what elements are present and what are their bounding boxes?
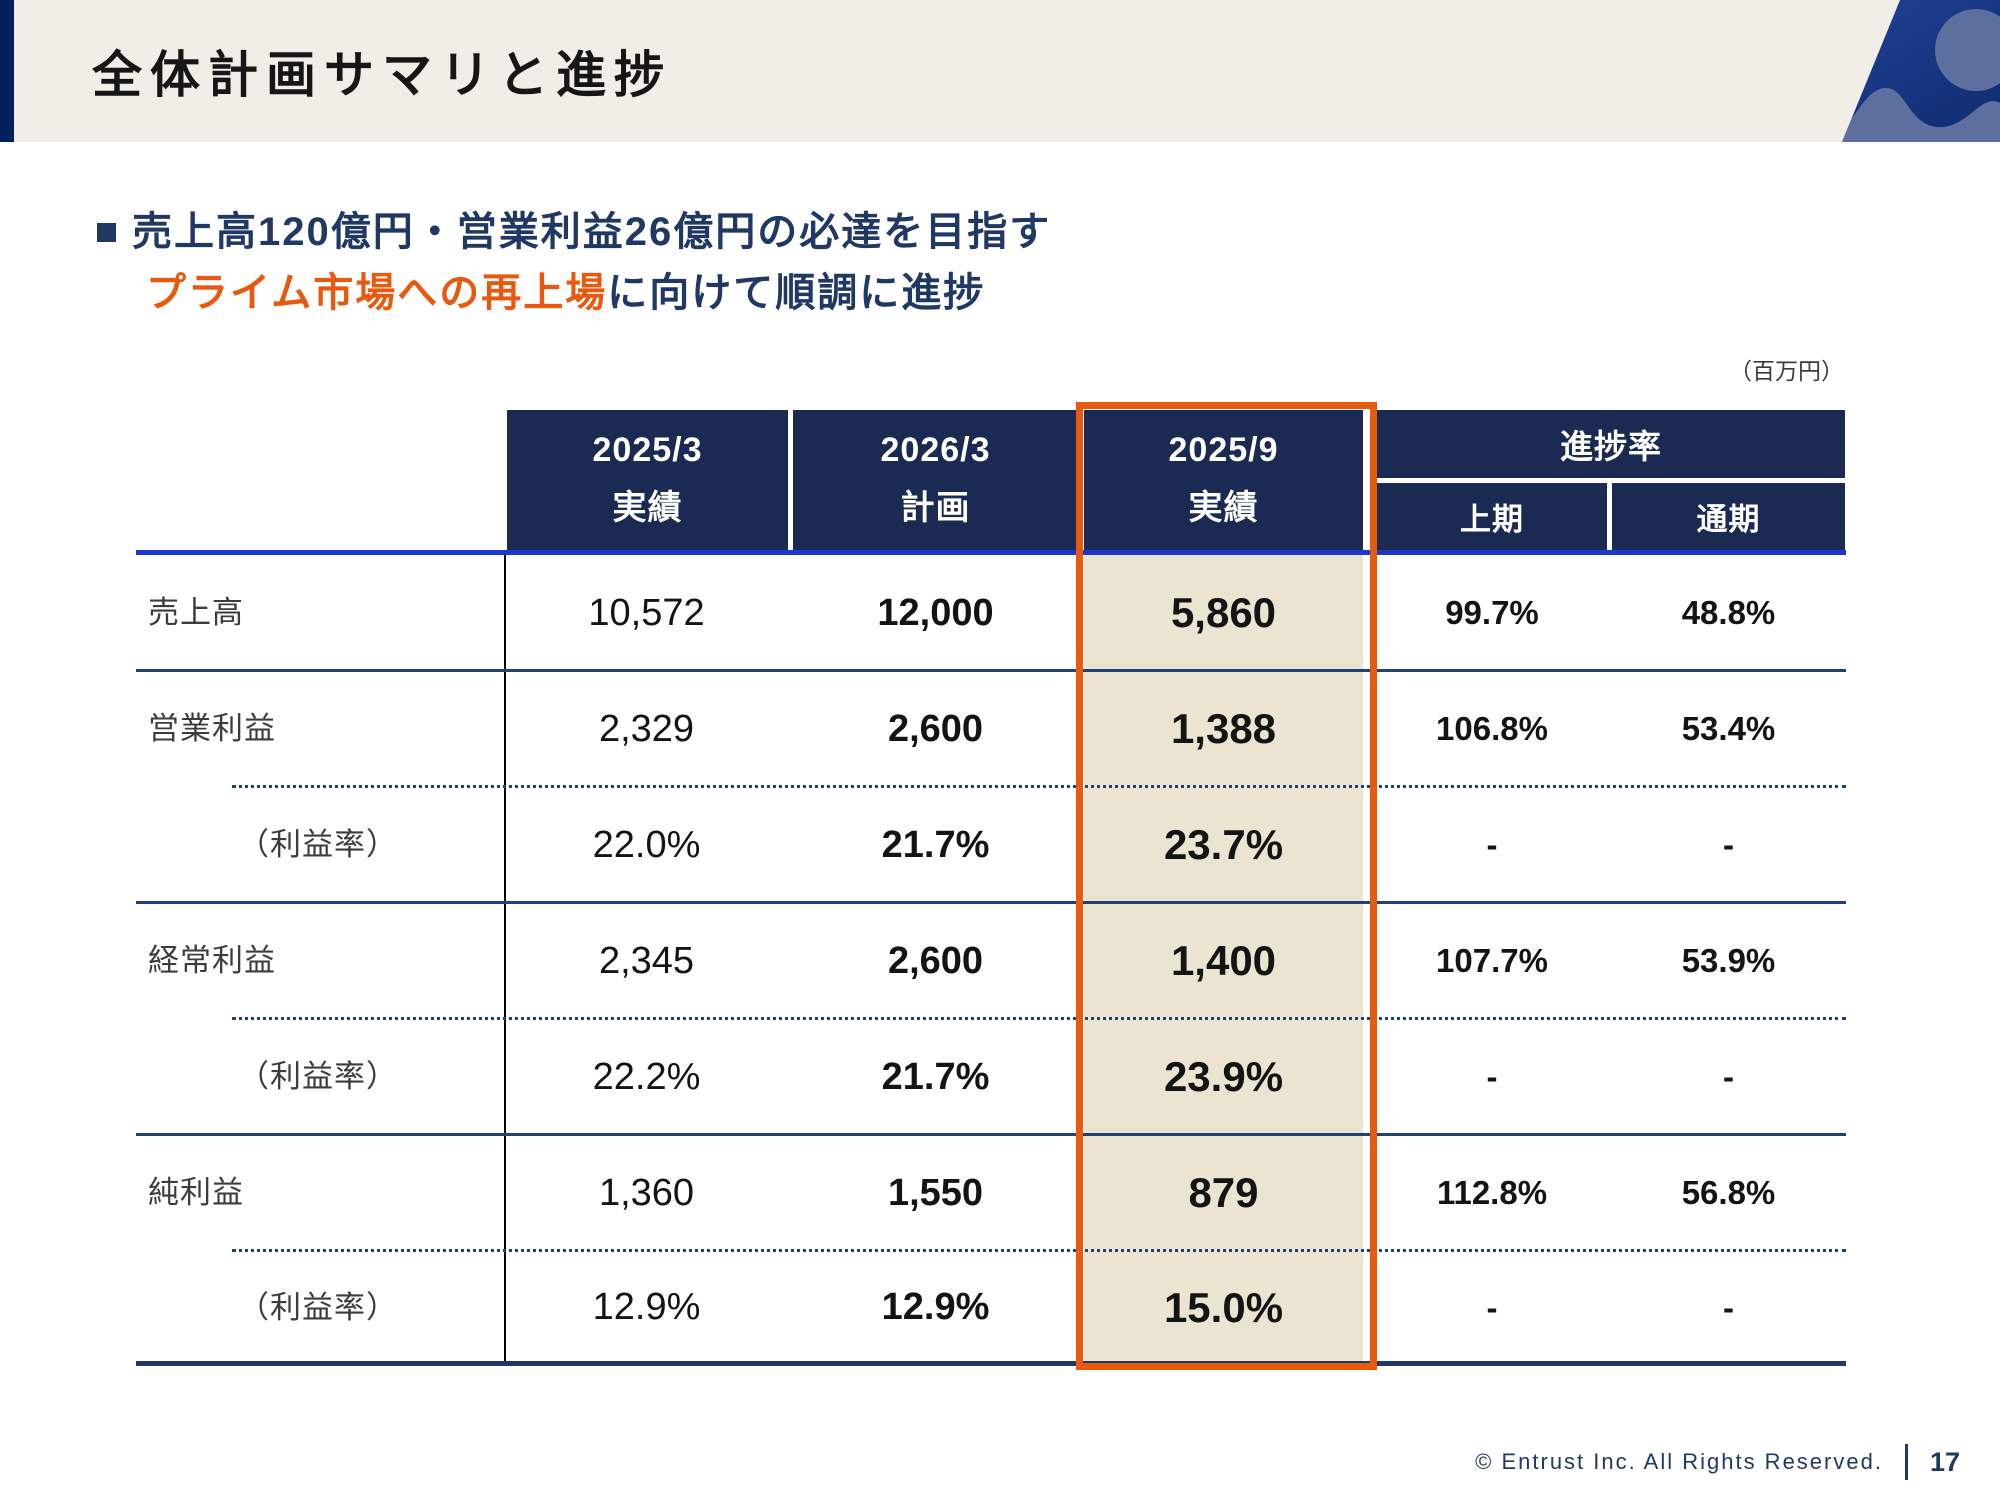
- column-header-progress-group: 進捗率: [1377, 410, 1845, 478]
- value-progress-h1: -: [1486, 1289, 1498, 1326]
- slide-footer: © Entrust Inc. All Rights Reserved. 17: [1475, 1440, 1960, 1484]
- highlight-column-background: [1084, 555, 1363, 1361]
- table-row: 営業利益 2,329 2,600 1,388 106.8% 53.4%: [0, 671, 2000, 787]
- value-fy2025-actual: 2,345: [598, 940, 695, 982]
- value-progress-h1: 107.7%: [1436, 942, 1548, 979]
- table-row: 売上高 10,572 12,000 5,860 99.7% 48.8%: [0, 555, 2000, 671]
- value-fy2026-plan: 21.7%: [881, 1056, 990, 1098]
- headline-line1: 売上高120億円・営業利益26億円の必達を目指す: [132, 210, 1052, 254]
- row-label: 営業利益: [148, 711, 276, 746]
- page-title: 全体計画サマリと進捗: [92, 47, 672, 103]
- value-progress-full: 48.8%: [1681, 594, 1776, 631]
- copyright-text: © Entrust Inc. All Rights Reserved.: [1475, 1449, 1883, 1474]
- table-row: 純利益 1,360 1,550 879 112.8% 56.8%: [0, 1135, 2000, 1251]
- value-h1-2025-actual: 23.7%: [1163, 821, 1284, 868]
- value-h1-2025-actual: 15.0%: [1163, 1284, 1284, 1331]
- value-progress-full: -: [1723, 1058, 1734, 1095]
- row-label: 売上高: [148, 595, 244, 630]
- corner-wave-decoration: [1842, 0, 2000, 142]
- left-accent-stripe: [0, 0, 14, 142]
- value-h1-2025-actual: 1,388: [1170, 705, 1277, 752]
- value-fy2025-actual: 22.0%: [592, 824, 701, 866]
- column-header-line: 進捗率: [1560, 428, 1662, 465]
- value-progress-h1: -: [1486, 1058, 1498, 1095]
- column-header-fy2025-actual: 2025/3 実績: [507, 410, 788, 550]
- column-header-line: 2025/3: [592, 431, 703, 469]
- value-progress-full: -: [1723, 1289, 1734, 1326]
- page-number: 17: [1929, 1446, 1960, 1477]
- footer-divider: [1904, 1444, 1908, 1480]
- value-fy2025-actual: 22.2%: [592, 1056, 701, 1098]
- value-h1-2025-actual: 879: [1188, 1169, 1259, 1216]
- row-separator-solid: [136, 669, 1846, 672]
- value-fy2025-actual: 12.9%: [592, 1286, 701, 1328]
- value-fy2025-actual: 1,360: [598, 1172, 695, 1214]
- table-row: （利益率） 22.0% 21.7% 23.7% - -: [0, 787, 2000, 903]
- value-fy2026-plan: 21.7%: [881, 824, 990, 866]
- value-progress-full: 53.9%: [1681, 942, 1776, 979]
- value-progress-full: 56.8%: [1681, 1174, 1776, 1211]
- value-h1-2025-actual: 23.9%: [1163, 1053, 1284, 1100]
- column-header-progress-full: 通期: [1612, 483, 1845, 550]
- table-bottom-rule: [136, 1361, 1846, 1366]
- value-fy2026-plan: 1,550: [887, 1172, 984, 1214]
- value-progress-full: 53.4%: [1681, 710, 1776, 747]
- table-row: （利益率） 22.2% 21.7% 23.9% - -: [0, 1019, 2000, 1135]
- highlight-column-border: [1076, 402, 1377, 1370]
- table-row: （利益率） 12.9% 12.9% 15.0% - -: [0, 1251, 2000, 1364]
- value-fy2025-actual: 10,572: [588, 592, 705, 634]
- row-label: 経常利益: [148, 943, 276, 978]
- value-progress-h1: -: [1486, 826, 1498, 863]
- headline-line2: プライム市場への再上場に向けて順調に進捗: [146, 269, 985, 317]
- row-separator-dotted: [232, 785, 1846, 788]
- value-fy2025-actual: 2,329: [598, 708, 695, 750]
- unit-note: （百万円）: [1729, 358, 1844, 384]
- value-fy2026-plan: 2,600: [887, 940, 984, 982]
- column-header-line: 計画: [900, 489, 971, 527]
- value-fy2026-plan: 12.9%: [881, 1286, 990, 1328]
- label-column-divider: [504, 555, 506, 1361]
- row-label: 純利益: [148, 1175, 244, 1210]
- row-label: （利益率）: [238, 1059, 398, 1094]
- bullet-square-icon: [97, 223, 116, 242]
- table-row: 経常利益 2,345 2,600 1,400 107.7% 53.9%: [0, 903, 2000, 1019]
- column-header-progress-h1: 上期: [1377, 483, 1607, 550]
- column-header-line: 実績: [1188, 489, 1259, 527]
- row-separator-dotted: [232, 1249, 1846, 1252]
- column-header-line: 上期: [1460, 502, 1524, 537]
- column-header-line: 2025/9: [1168, 431, 1279, 469]
- column-header-line: 通期: [1696, 502, 1761, 537]
- column-header-line: 実績: [612, 489, 683, 527]
- column-header-h1-2025-actual: 2025/9 実績: [1084, 410, 1363, 550]
- value-fy2026-plan: 12,000: [877, 592, 994, 634]
- column-header-line: 2026/3: [880, 431, 991, 469]
- value-progress-h1: 106.8%: [1436, 710, 1548, 747]
- slide-header-band: 全体計画サマリと進捗: [0, 0, 2000, 142]
- headline-line2-highlight: プライム市場への再上場: [146, 271, 608, 315]
- value-progress-full: -: [1723, 826, 1734, 863]
- value-progress-h1: 112.8%: [1436, 1174, 1548, 1211]
- value-progress-h1: 99.7%: [1445, 594, 1539, 631]
- headline-line2-rest: に向けて順調に進捗: [607, 271, 986, 315]
- header-bottom-rule: [136, 550, 1846, 555]
- value-h1-2025-actual: 5,860: [1170, 589, 1277, 636]
- column-header-fy2026-plan: 2026/3 計画: [793, 410, 1078, 550]
- value-h1-2025-actual: 1,400: [1170, 937, 1277, 984]
- value-fy2026-plan: 2,600: [887, 708, 984, 750]
- row-label: （利益率）: [238, 827, 398, 862]
- row-separator-dotted: [232, 1017, 1846, 1020]
- row-label: （利益率）: [238, 1290, 398, 1325]
- row-separator-solid: [136, 1133, 1846, 1136]
- row-separator-solid: [136, 901, 1846, 904]
